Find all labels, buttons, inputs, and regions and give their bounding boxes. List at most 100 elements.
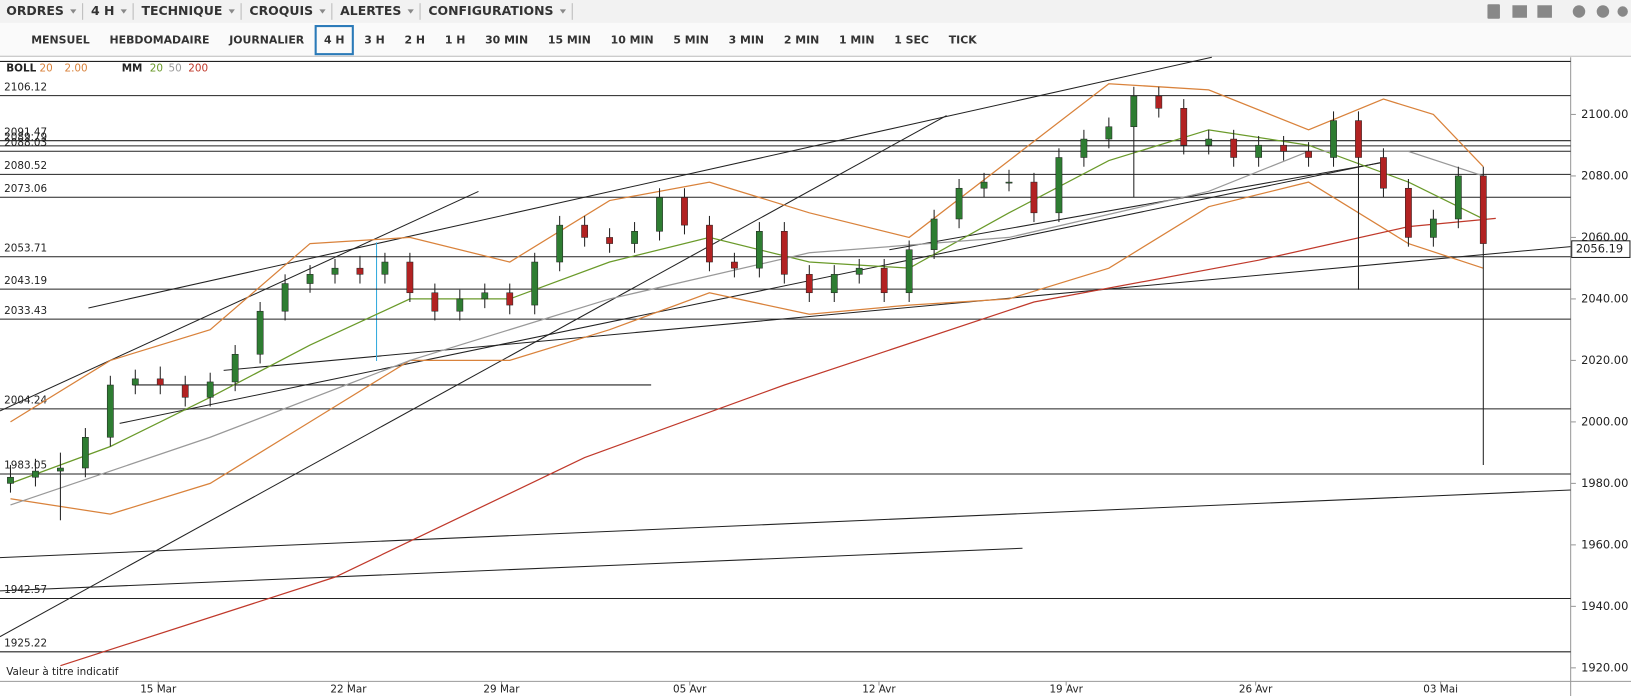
level-label: 2091.47 — [4, 126, 47, 138]
menu-item[interactable]: ALERTES — [340, 3, 401, 18]
candle-body — [1454, 175, 1462, 220]
dropdown-arrow — [70, 9, 77, 14]
candle-body — [1055, 157, 1063, 214]
y-tick-label: 1920.00 — [1581, 660, 1628, 674]
timeframe-button[interactable]: JOURNALIER — [228, 34, 305, 47]
candle-body — [1429, 218, 1437, 238]
candle-body — [106, 384, 114, 438]
candle-body — [431, 292, 439, 312]
candle-body — [1030, 181, 1038, 214]
menu-item[interactable]: CONFIGURATIONS — [428, 3, 553, 18]
candle-body — [1205, 138, 1213, 146]
mm-200: 200 — [188, 63, 208, 75]
mm-20: 20 — [150, 63, 163, 75]
candle-body — [32, 470, 39, 478]
indicator-line — [10, 181, 1484, 515]
candle-body — [955, 187, 963, 220]
y-tick-label: 2100.00 — [1581, 107, 1628, 121]
menu-item[interactable]: TECHNIQUE — [141, 3, 222, 18]
timeframe-button[interactable]: 2 H — [405, 34, 426, 47]
x-tick-label: 19 Avr — [1049, 684, 1083, 696]
candle-body — [481, 292, 489, 300]
timeframe-button[interactable]: 5 MIN — [673, 34, 708, 47]
candle-body — [7, 476, 14, 484]
x-tick-label: 26 Avr — [1239, 684, 1273, 696]
candle-body — [980, 181, 988, 189]
timeframe-button[interactable]: 1 MIN — [839, 34, 874, 47]
dropdown-arrow — [407, 9, 414, 14]
timeframe-button[interactable]: 15 MIN — [548, 34, 591, 47]
indicator-line — [60, 217, 1496, 667]
level-label: 2053.71 — [4, 242, 47, 254]
menu-item[interactable]: 4 H — [91, 3, 114, 18]
level-label: 2106.12 — [4, 81, 47, 93]
level-label: 2088.03 — [4, 137, 47, 149]
x-tick-label: 15 Mar — [140, 684, 177, 696]
last-price: 2056.19 — [1576, 242, 1623, 256]
candle-body — [731, 261, 738, 269]
candle-body — [706, 224, 713, 263]
candle-body — [1155, 95, 1163, 109]
dropdown-arrow — [559, 9, 567, 14]
candle-body — [631, 231, 638, 244]
menu-item[interactable]: ORDRES — [6, 3, 64, 18]
active-timeframe — [314, 25, 354, 56]
candle-body — [1380, 157, 1387, 189]
candle-body — [231, 353, 239, 383]
candle-body — [1005, 181, 1013, 184]
candle-body — [381, 261, 389, 275]
candle-body — [81, 437, 89, 469]
x-tick-label: 12 Avr — [862, 684, 896, 696]
candle-body — [1280, 144, 1287, 152]
timeframe-button[interactable]: 1 SEC — [894, 34, 929, 47]
candle-body — [331, 267, 339, 275]
candle-body — [681, 197, 688, 226]
timeframe-button[interactable]: TICK — [949, 34, 978, 47]
candle-body — [780, 231, 788, 275]
candle-body — [1405, 187, 1412, 238]
candle-body — [281, 283, 289, 312]
y-tick-label: 2040.00 — [1581, 291, 1628, 305]
timeframe-button[interactable]: 3 MIN — [729, 34, 764, 47]
candle-body — [1080, 138, 1088, 158]
level-label: 2073.06 — [4, 183, 47, 195]
candle-body — [755, 231, 763, 269]
timeframe-button[interactable]: HEBDOMADAIRE — [110, 34, 210, 47]
level-label: 2080.52 — [4, 160, 47, 172]
level-label: 2004.24 — [4, 395, 47, 407]
candle-body — [1230, 138, 1238, 158]
timeframe-button[interactable]: 4 H — [324, 34, 345, 47]
timeframe-button[interactable]: MENSUEL — [31, 34, 90, 47]
candle-body — [581, 224, 589, 238]
candle-body — [556, 224, 564, 263]
timeframe-button[interactable]: 30 MIN — [485, 34, 528, 47]
timeframe-button[interactable]: 10 MIN — [611, 34, 654, 47]
candle-body — [1355, 120, 1362, 158]
candle-body — [1330, 120, 1337, 158]
boll-label: BOLL — [6, 63, 36, 75]
timeframe-button[interactable]: 3 H — [364, 34, 385, 47]
timeframe-button[interactable]: 1 H — [445, 34, 466, 47]
candle-body — [1255, 144, 1263, 158]
candle-body — [606, 237, 613, 244]
drawn-trendlines — [0, 56, 1571, 638]
dropdown-arrow — [120, 9, 127, 14]
x-tick-label: 29 Mar — [483, 684, 520, 696]
level-label: 1925.22 — [4, 637, 47, 649]
candle-body — [181, 384, 189, 398]
dropdown-arrow — [228, 9, 235, 14]
candle-body — [57, 467, 64, 472]
x-tick-label: 03 Mai — [1423, 684, 1458, 696]
candle-body — [456, 298, 464, 312]
menu-item[interactable]: CROQUIS — [249, 3, 313, 18]
y-tick-label: 2020.00 — [1581, 353, 1628, 367]
candle-body — [256, 310, 264, 355]
candle-body — [930, 218, 938, 250]
candle-body — [656, 197, 663, 232]
candle-body — [1130, 95, 1138, 128]
timeframe-button[interactable]: 2 MIN — [784, 34, 819, 47]
y-tick-label: 1960.00 — [1581, 537, 1628, 551]
mm-50: 50 — [169, 63, 182, 75]
toolbar-icons[interactable] — [1487, 4, 1628, 19]
